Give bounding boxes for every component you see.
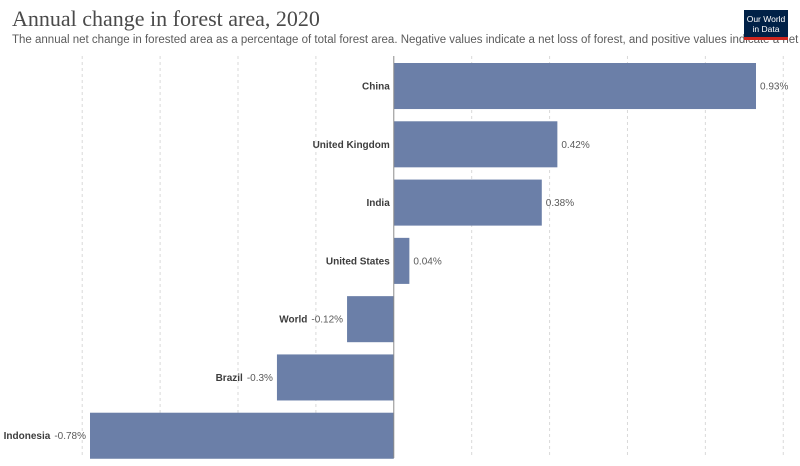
- category-label: United States: [326, 256, 390, 267]
- category-label: United Kingdom: [313, 140, 390, 151]
- category-label: India: [366, 198, 390, 209]
- category-label: Brazil: [216, 373, 243, 384]
- grid-lines: [81, 56, 784, 458]
- value-label: -0.3%: [247, 373, 273, 384]
- value-label: -0.78%: [54, 431, 86, 442]
- chart-subtitle: The annual net change in forested area a…: [12, 34, 800, 46]
- bar-world[interactable]: [347, 296, 394, 343]
- logo-line-2: in Data: [752, 23, 780, 34]
- bar-india[interactable]: [393, 179, 542, 226]
- value-label: 0.04%: [413, 256, 441, 267]
- chart-title: Annual change in forest area, 2020: [12, 6, 320, 31]
- bar-united-states[interactable]: [393, 237, 410, 284]
- category-label: China: [362, 82, 390, 93]
- bar-indonesia[interactable]: [90, 412, 394, 459]
- category-label: Indonesia: [4, 431, 51, 442]
- value-label: 0.38%: [546, 198, 574, 209]
- labels: China 0.93% United Kingdom 0.42% India 0.38% U…: [4, 82, 789, 443]
- value-label: -0.12%: [311, 315, 343, 326]
- value-label: 0.93%: [760, 82, 788, 93]
- bars: [90, 63, 756, 459]
- logo-line-1: Our World: [746, 13, 786, 24]
- value-label: 0.42%: [561, 140, 589, 151]
- bar-united-kingdom[interactable]: [393, 121, 558, 168]
- bar-brazil[interactable]: [276, 354, 394, 401]
- category-label: World: [279, 315, 307, 326]
- bar-china[interactable]: [393, 63, 756, 110]
- owid-logo[interactable]: Our World in Data: [744, 10, 788, 40]
